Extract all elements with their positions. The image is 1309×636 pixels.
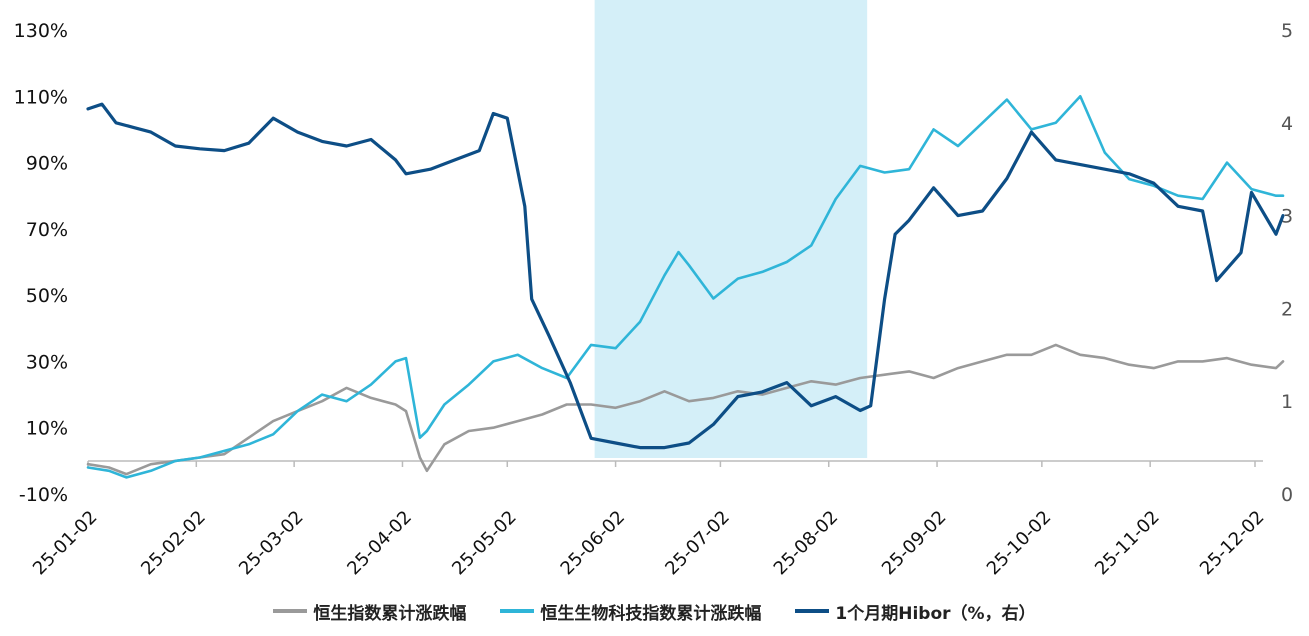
legend-swatch-hsi bbox=[273, 609, 308, 613]
y-right-tick-label: 5 bbox=[1281, 20, 1293, 42]
x-tick-marks bbox=[87, 461, 1256, 467]
legend-label-hsbio: 恒生生物科技指数累计涨跌幅 bbox=[540, 603, 762, 624]
legend-label-hsi: 恒生指数累计涨跌幅 bbox=[313, 603, 467, 624]
y-right-tick-label: 0 bbox=[1281, 484, 1293, 506]
y-right-tick-label: 2 bbox=[1281, 298, 1293, 320]
x-tick-label: 25-01-02 bbox=[29, 507, 102, 580]
y-left-tick-labels: 130% 110% 90% 70% 50% 30% 10% -10% bbox=[14, 20, 68, 506]
legend-item-hibor: 1个月期Hibor（%，右） bbox=[795, 599, 1036, 624]
x-tick-labels: 25-01-02 25-02-02 25-03-02 25-04-02 25-05-02… bbox=[29, 507, 1269, 580]
x-tick-label: 25-07-02 bbox=[661, 507, 734, 580]
legend-swatch-hibor bbox=[795, 609, 830, 613]
x-tick-label: 25-08-02 bbox=[770, 507, 843, 580]
legend-swatch-hsbio bbox=[500, 609, 535, 613]
highlight-band bbox=[594, 0, 868, 458]
x-tick-label: 25-02-02 bbox=[137, 507, 210, 580]
y-right-tick-label: 1 bbox=[1281, 391, 1293, 413]
series-line-hibor bbox=[86, 102, 1285, 450]
y-right-tick-label: 4 bbox=[1281, 113, 1293, 135]
x-tick-label: 25-03-02 bbox=[235, 507, 308, 580]
chart: 130% 110% 90% 70% 50% 30% 10% -10% 5 4 3 2 1 0 25-01… bbox=[14, 0, 1293, 580]
y-right-tick-labels: 5 4 3 2 1 0 bbox=[1281, 20, 1293, 506]
x-tick-label: 25-11-02 bbox=[1091, 507, 1164, 580]
y-left-tick-label: 90% bbox=[26, 153, 68, 175]
y-left-tick-label: 30% bbox=[26, 351, 68, 373]
y-left-tick-label: 130% bbox=[14, 20, 68, 42]
y-left-tick-label: 50% bbox=[26, 285, 68, 307]
x-tick-label: 25-05-02 bbox=[448, 507, 521, 580]
legend: 恒生指数累计涨跌幅 恒生生物科技指数累计涨跌幅 1个月期Hibor（%，右） bbox=[0, 596, 1309, 626]
legend-label-hibor: 1个月期Hibor（%，右） bbox=[835, 603, 1036, 624]
series-line-hsi bbox=[86, 343, 1285, 476]
series-lines bbox=[86, 95, 1285, 479]
y-left-tick-label: 70% bbox=[26, 219, 68, 241]
x-tick-label: 25-12-02 bbox=[1196, 507, 1269, 580]
legend-item-hsi: 恒生指数累计涨跌幅 bbox=[273, 599, 466, 624]
x-tick-label: 25-06-02 bbox=[557, 507, 630, 580]
legend-item-hsbio: 恒生生物科技指数累计涨跌幅 bbox=[500, 599, 761, 624]
y-right-tick-label: 3 bbox=[1281, 206, 1293, 228]
x-tick-label: 25-09-02 bbox=[878, 507, 951, 580]
x-tick-label: 25-10-02 bbox=[983, 507, 1056, 580]
x-tick-label: 25-04-02 bbox=[343, 507, 416, 580]
y-left-tick-label: 110% bbox=[14, 86, 68, 108]
series-line-hsbio bbox=[86, 95, 1285, 479]
y-left-tick-label: -10% bbox=[19, 484, 68, 506]
y-left-tick-label: 10% bbox=[26, 418, 68, 440]
